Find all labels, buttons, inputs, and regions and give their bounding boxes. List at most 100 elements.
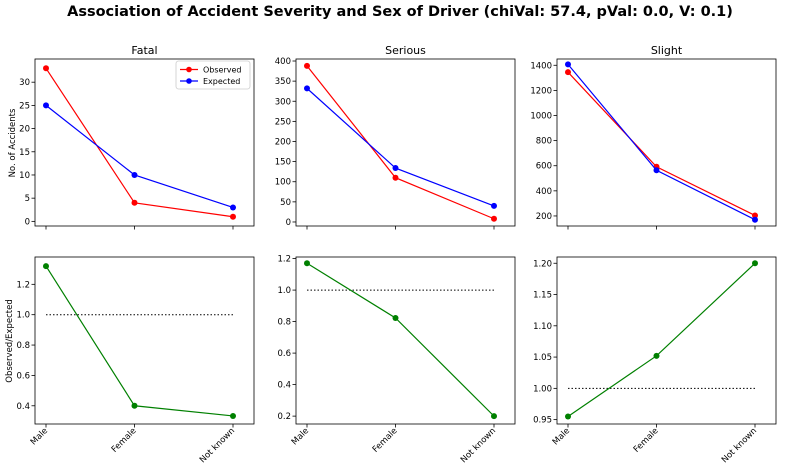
y-tick-label: 0.95 [533, 416, 552, 426]
ratio-axes-slight: 0.95 1.00 1.05 1.10 1.15 1.20 Male Female Not kn… [533, 256, 777, 465]
data-point-observed [131, 199, 138, 206]
y-tick-label: 1.2 [277, 255, 291, 265]
y-tick-label: 10 [19, 171, 30, 181]
series-line-expected [567, 64, 756, 221]
series-line-observed [567, 71, 756, 216]
y-tick-label: 1.20 [533, 259, 552, 269]
y-tick-label: 1.0 [16, 311, 30, 321]
axes-frame [295, 58, 516, 227]
y-tick-label: 800 [536, 137, 552, 147]
data-point-observed [752, 212, 758, 219]
y-tick-label: 1.05 [533, 353, 552, 363]
ratio-point [752, 260, 758, 267]
x-tick-label: Not known [198, 426, 237, 465]
y-tick-label: 0.4 [277, 381, 291, 391]
data-point-expected [653, 167, 660, 174]
y-axis-label-ratio: Observed/Expected [5, 299, 15, 382]
ratio-line [567, 262, 756, 417]
x-tick-label: Not known [459, 426, 498, 465]
y-tick-label: 0.8 [16, 341, 30, 351]
panel-title-serious: Serious [385, 44, 426, 57]
x-tick-label: Not known [720, 426, 759, 465]
ratio-point [304, 260, 310, 267]
y-tick-label: 0.6 [16, 371, 30, 381]
data-point-expected [131, 171, 138, 178]
data-point-expected [230, 204, 236, 211]
x-tick-label: Male [290, 426, 311, 447]
ratio-point [43, 263, 49, 270]
y-tick-label: 5 [25, 194, 30, 204]
data-point-expected [752, 216, 758, 223]
y-tick-label: 1.0 [277, 286, 291, 296]
data-point-expected [565, 61, 571, 68]
data-point-observed [230, 213, 236, 220]
series-line-observed [306, 65, 495, 220]
ratio-point [230, 412, 236, 419]
ratio-line [45, 265, 234, 417]
y-tick-label: 350 [275, 77, 291, 87]
x-tick-label: Female [110, 426, 139, 455]
y-tick-label: 0 [286, 218, 291, 228]
ratio-point [653, 352, 660, 359]
legend-marker [186, 66, 192, 73]
x-tick-label: Male [551, 426, 572, 447]
panel-title-fatal: Fatal [131, 44, 157, 57]
legend-entry-expected: Expected [203, 77, 240, 86]
ratio-point [491, 413, 497, 420]
counts-axes-slight: 200 400 600 800 1000 1200 1400 [530, 58, 777, 230]
y-tick-label: 400 [275, 57, 291, 67]
y-tick-label: 0.4 [16, 402, 30, 412]
y-tick-label: 1000 [530, 112, 552, 122]
series-line-expected [45, 104, 234, 209]
data-point-observed [491, 215, 497, 222]
ratio-axes-fatal: 0.4 0.6 0.8 1.0 1.2 Male Female Not known [16, 256, 255, 465]
y-tick-label: 100 [275, 178, 291, 188]
y-tick-label: 1400 [530, 61, 552, 71]
y-tick-label: 300 [275, 97, 291, 107]
y-tick-label: 50 [280, 198, 291, 208]
x-tick-label: Female [371, 426, 400, 455]
data-point-expected [392, 165, 399, 172]
chart-title: Association of Accident Severity and Sex… [67, 4, 733, 20]
legend-entry-observed: Observed [203, 66, 242, 75]
chart-legend: Observed Expected [175, 60, 251, 90]
y-tick-label: 0.6 [277, 349, 291, 359]
data-point-expected [43, 102, 49, 109]
counts-axes-serious: 0 50 100 150 200 250 300 350 400 [275, 57, 516, 230]
chart-panels: Fatal 0 5 10 15 20 25 30 0.4 0.6 0.8 1.0 1.2 Male Fema… [5, 44, 777, 465]
axes-frame [295, 256, 516, 425]
data-point-observed [392, 174, 399, 181]
y-tick-label: 15 [19, 148, 30, 158]
data-point-observed [565, 69, 571, 76]
y-tick-label: 600 [536, 162, 552, 172]
legend-frame [175, 60, 251, 90]
axes-frame [556, 58, 777, 227]
y-tick-label: 0.2 [277, 412, 291, 422]
y-tick-label: 20 [19, 125, 30, 135]
y-axis-label-counts: No. of Accidents [8, 108, 18, 177]
x-tick-label: Male [29, 426, 50, 447]
ratio-point [392, 314, 399, 321]
y-tick-label: 150 [275, 158, 291, 168]
y-tick-label: 200 [275, 137, 291, 147]
y-tick-label: 25 [19, 101, 30, 111]
data-point-expected [304, 85, 310, 92]
y-tick-label: 1.10 [533, 322, 552, 332]
y-tick-label: 1.00 [533, 384, 552, 394]
ratio-point [131, 402, 138, 409]
y-tick-label: 30 [19, 78, 30, 88]
legend-marker [186, 78, 192, 84]
axes-frame [556, 256, 777, 425]
series-line-observed [45, 67, 234, 218]
y-tick-label: 200 [536, 212, 552, 222]
x-tick-label: Female [632, 426, 661, 455]
ratio-line [306, 262, 495, 417]
y-tick-label: 400 [536, 187, 552, 197]
axes-frame [34, 256, 255, 425]
data-point-observed [43, 65, 49, 72]
y-tick-label: 1.2 [16, 280, 30, 290]
panel-title-slight: Slight [651, 44, 683, 57]
axes-frame [34, 58, 255, 227]
ratio-point [565, 413, 571, 420]
